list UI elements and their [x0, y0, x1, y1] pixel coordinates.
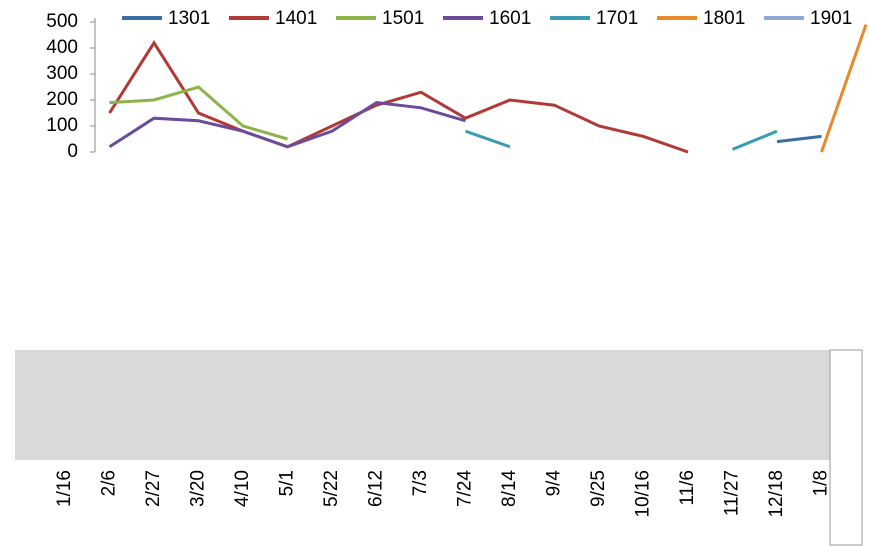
x-tick-label: 5/1 [277, 470, 298, 496]
y-tick-label: 0 [67, 141, 78, 162]
x-tick-label: 11/27 [722, 470, 743, 516]
x-tick-label: 10/16 [633, 470, 654, 518]
series-line [108, 101, 466, 149]
x-tick-label: 5/22 [321, 470, 342, 507]
series-line [820, 24, 868, 153]
legend-label: 1401 [275, 8, 317, 29]
x-tick-label: 7/3 [410, 470, 431, 496]
series-line [109, 85, 288, 141]
x-tick-label: 1/8 [811, 470, 832, 496]
x-tick-label: 8/14 [499, 470, 520, 507]
x-tick-label: 1/16 [54, 470, 75, 507]
y-tick-label: 200 [46, 89, 78, 110]
y-tick-label: 100 [46, 115, 78, 136]
x-tick-label: 9/4 [544, 470, 565, 497]
x-tick-label: 9/25 [588, 470, 609, 507]
x-tick-label: 4/10 [232, 470, 253, 507]
plot-noise [829, 349, 863, 546]
x-tick-label: 12/18 [766, 470, 787, 518]
y-tick-label: 400 [46, 37, 78, 58]
x-tick-label: 11/6 [677, 470, 698, 506]
legend-label: 1901 [810, 8, 852, 29]
x-tick-label: 2/6 [99, 470, 120, 496]
series-line [108, 39, 689, 154]
legend-label: 1701 [596, 8, 638, 29]
x-tick-label: 2/27 [143, 470, 164, 507]
series-line [776, 134, 822, 144]
legend-label: 1601 [489, 8, 531, 29]
x-tick-label: 3/20 [188, 470, 209, 507]
plot-noise [15, 350, 830, 460]
legend-label: 1301 [168, 8, 210, 29]
y-tick-label: 500 [46, 11, 78, 32]
x-tick-label: 6/12 [366, 470, 387, 507]
legend-label: 1801 [703, 8, 745, 29]
legend-label: 1501 [382, 8, 424, 29]
x-tick-label: 7/24 [455, 470, 476, 507]
series-line [465, 129, 778, 151]
y-tick-label: 300 [46, 63, 78, 84]
